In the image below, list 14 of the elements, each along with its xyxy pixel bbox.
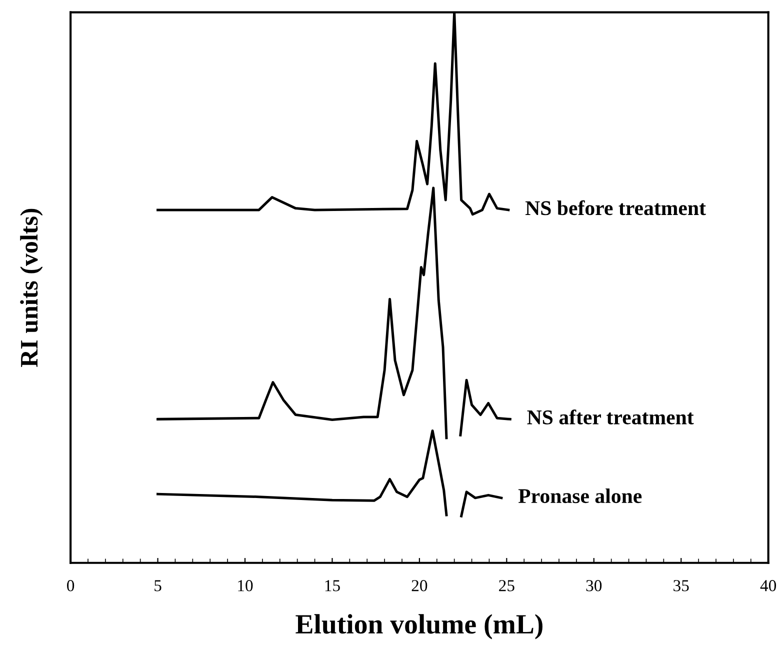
x-tick-label: 5: [154, 580, 162, 592]
x-tick-label: 40: [760, 580, 776, 592]
series-label: Pronase alone: [518, 488, 642, 504]
x-tick-label: 0: [67, 580, 74, 592]
x-tick-label: 25: [499, 580, 514, 592]
x-tick-label: 35: [674, 580, 689, 592]
series-label: NS before treatment: [525, 200, 706, 216]
x-axis-title: Elution volume (mL): [296, 614, 542, 640]
x-tick-label: 15: [325, 580, 340, 592]
x-tick-label: 10: [238, 580, 253, 592]
series-label: NS after treatment: [527, 410, 694, 424]
x-tick-label: 20: [412, 580, 428, 592]
y-axis-title: RI units (volts): [20, 208, 43, 368]
x-tick-label: 30: [586, 580, 602, 592]
